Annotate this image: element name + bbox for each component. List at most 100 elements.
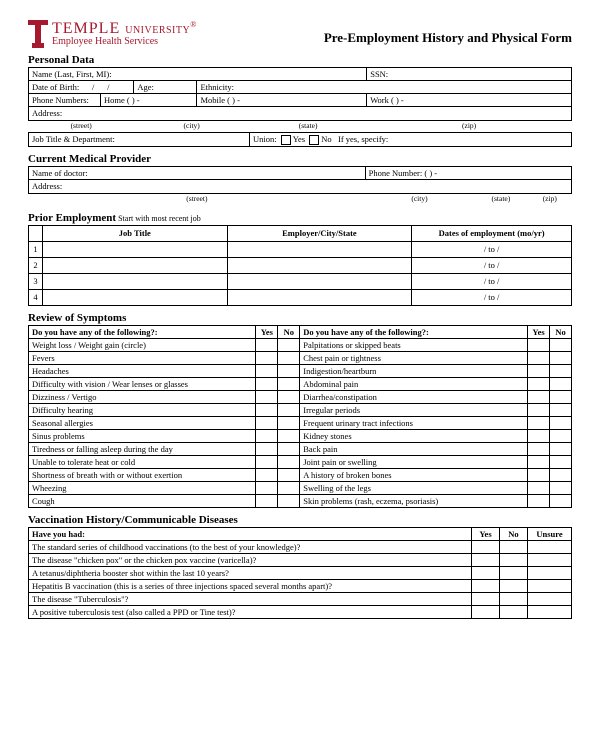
vac-no-box[interactable] [500,605,528,618]
employer-field[interactable] [227,289,412,305]
sym-no-box[interactable] [550,494,572,507]
sym-no-box[interactable] [278,338,300,351]
sym-no-box[interactable] [278,390,300,403]
sym-no-box[interactable] [550,377,572,390]
ethnicity-field[interactable]: Ethnicity: [197,81,572,94]
doctor-field[interactable]: Name of doctor: [29,167,366,180]
sym-no-box[interactable] [278,377,300,390]
sym-yes-box[interactable] [528,481,550,494]
sym-no-box[interactable] [550,338,572,351]
sym-no-box[interactable] [550,455,572,468]
jobtitle-field[interactable] [43,289,228,305]
age-field[interactable]: Age: [134,81,197,94]
ssn-field[interactable]: SSN: [367,68,572,81]
sym-no-box[interactable] [550,481,572,494]
vac-no-box[interactable] [500,566,528,579]
vac-yes-box[interactable] [472,579,500,592]
sym-no-box[interactable] [278,481,300,494]
sym-no-box[interactable] [550,442,572,455]
sym-yes-box[interactable] [528,390,550,403]
sym-no-box[interactable] [278,494,300,507]
vac-no-box[interactable] [500,592,528,605]
sym-yes-box[interactable] [256,468,278,481]
header: TEMPLE UNIVERSITY® Employee Health Servi… [28,20,572,48]
sym-yes-box[interactable] [528,338,550,351]
sym-yes-box[interactable] [256,481,278,494]
sym-no-box[interactable] [550,364,572,377]
doctor-phone-field[interactable]: Phone Number: ( ) - [365,167,571,180]
sym-yes-box[interactable] [528,468,550,481]
vac-unsure-box[interactable] [528,605,572,618]
sym-yes-box[interactable] [256,364,278,377]
sym-yes-box[interactable] [528,351,550,364]
vac-no-box[interactable] [500,579,528,592]
jobtitle-field[interactable] [43,257,228,273]
sym-no-box[interactable] [550,351,572,364]
vac-no-box[interactable] [500,540,528,553]
vac-unsure-box[interactable] [528,579,572,592]
sym-no-box[interactable] [278,364,300,377]
sym-no-box[interactable] [550,468,572,481]
vac-unsure-box[interactable] [528,540,572,553]
sym-no-box[interactable] [278,442,300,455]
vac-yes-box[interactable] [472,553,500,566]
vaccination-table: Have you had:YesNoUnsure The standard se… [28,527,572,619]
sym-no-box[interactable] [278,455,300,468]
vac-yes-box[interactable] [472,540,500,553]
dob-field[interactable]: Date of Birth: / / [29,81,134,94]
sym-yes-box[interactable] [256,429,278,442]
sym-yes-box[interactable] [256,351,278,364]
sym-yes-box[interactable] [256,455,278,468]
address-field[interactable]: Address: [29,107,572,121]
vac-unsure-box[interactable] [528,566,572,579]
sym-yes-box[interactable] [528,364,550,377]
vac-yes-box[interactable] [472,566,500,579]
sym-yes-box[interactable] [528,455,550,468]
sym-yes-box[interactable] [256,338,278,351]
sym-yes-box[interactable] [256,403,278,416]
sym-no-box[interactable] [278,429,300,442]
vac-no-box[interactable] [500,553,528,566]
sym-no-box[interactable] [550,403,572,416]
jobtitle-field[interactable] [43,241,228,257]
sym-no-box[interactable] [550,429,572,442]
sym-yes-box[interactable] [528,494,550,507]
dates-field[interactable]: / to / [412,289,572,305]
dates-field[interactable]: / to / [412,257,572,273]
sym-no-box[interactable] [278,351,300,364]
job-field[interactable]: Job Title & Department: [29,133,250,147]
sym-yes-box[interactable] [528,403,550,416]
dates-field[interactable]: / to / [412,273,572,289]
sym-yes-box[interactable] [528,429,550,442]
sym-no-box[interactable] [550,390,572,403]
home-phone-field[interactable]: Home ( ) - [101,94,197,107]
sym-yes-box[interactable] [528,416,550,429]
sym-no-box[interactable] [550,416,572,429]
vac-unsure-box[interactable] [528,553,572,566]
work-phone-field[interactable]: Work ( ) - [367,94,572,107]
name-field[interactable]: Name (Last, First, MI): [29,68,367,81]
union-yes-checkbox[interactable] [281,135,291,145]
sym-no-box[interactable] [278,403,300,416]
employer-field[interactable] [227,273,412,289]
jobtitle-field[interactable] [43,273,228,289]
union-field[interactable]: Union: Yes No If yes, specify: [249,133,571,147]
sym-yes-box[interactable] [256,377,278,390]
sym-yes-box[interactable] [256,442,278,455]
sym-no-box[interactable] [278,468,300,481]
dates-field[interactable]: / to / [412,241,572,257]
mobile-phone-field[interactable]: Mobile ( ) - [197,94,367,107]
sym-yes-box[interactable] [528,442,550,455]
vac-unsure-box[interactable] [528,592,572,605]
sym-yes-box[interactable] [256,416,278,429]
doctor-address-field[interactable]: Address: [29,180,572,194]
sym-no-box[interactable] [278,416,300,429]
vac-yes-box[interactable] [472,592,500,605]
sym-yes-box[interactable] [528,377,550,390]
union-no-checkbox[interactable] [309,135,319,145]
employer-field[interactable] [227,257,412,273]
sym-yes-box[interactable] [256,390,278,403]
sym-yes-box[interactable] [256,494,278,507]
employer-field[interactable] [227,241,412,257]
vac-yes-box[interactable] [472,605,500,618]
